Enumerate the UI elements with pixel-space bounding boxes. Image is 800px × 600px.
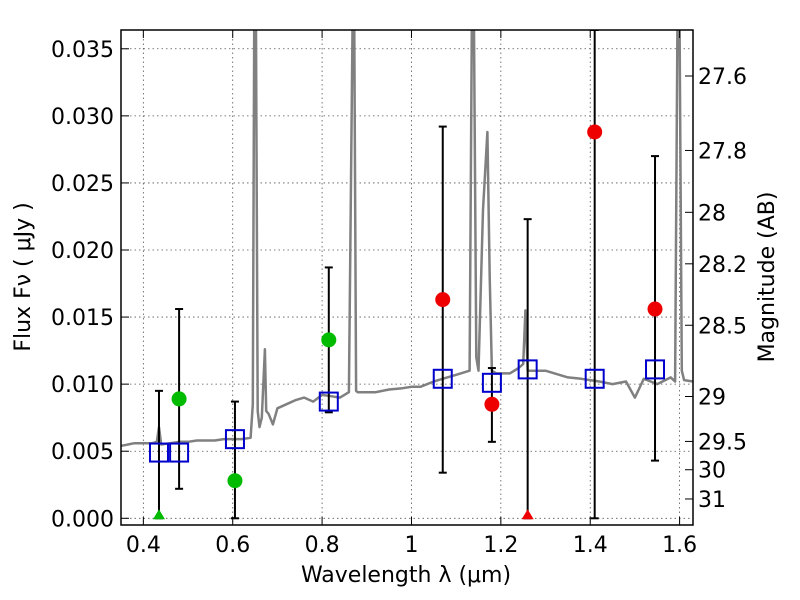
x-tick-label: 0.6	[215, 533, 250, 558]
y-tick-label: 0.000	[51, 507, 114, 532]
y2-tick-label: 29	[698, 385, 726, 410]
spectrum-line	[121, 30, 693, 448]
grid-layer	[121, 30, 693, 525]
y-tick-label: 0.030	[51, 105, 114, 130]
spectrum-layer	[121, 30, 693, 448]
y-tick-label: 0.035	[51, 38, 114, 63]
y2-tick-label: 31	[698, 488, 726, 513]
x-tick-label: 1.4	[573, 533, 608, 558]
y-tick-label: 0.010	[51, 373, 114, 398]
y2-tick-label: 28.2	[698, 253, 747, 278]
observed-flux-point	[587, 124, 603, 140]
y-tick-label: 0.005	[51, 440, 114, 465]
y2-tick-label: 29.5	[698, 430, 747, 455]
marker-layer	[148, 124, 666, 520]
upper-limit-marker	[152, 509, 165, 520]
model-photometry-square	[584, 368, 605, 389]
observed-flux-point	[435, 292, 451, 308]
label-layer: 0.4 0.6 0.8 1 1.2 1.4 1.6 0.000 0.005 0.010 0.015 0…	[51, 38, 747, 558]
observed-flux-point	[484, 396, 500, 412]
x-tick-label: 0.4	[126, 533, 161, 558]
model-photometry-square	[224, 429, 245, 450]
observed-flux-point	[227, 473, 243, 489]
model-photometry-square	[517, 359, 538, 380]
y2-tick-label: 28	[698, 201, 726, 226]
x-axis-title: Wavelength λ (μm)	[301, 563, 511, 588]
y-tick-label: 0.015	[51, 306, 114, 331]
y-tick-label: 0.025	[51, 172, 114, 197]
x-tick-label: 1	[404, 533, 418, 558]
observed-flux-point	[321, 332, 337, 348]
y-tick-label: 0.020	[51, 239, 114, 264]
model-photometry-square	[148, 442, 169, 463]
observed-flux-point	[171, 391, 187, 407]
x-tick-label: 0.8	[305, 533, 340, 558]
y-axis-title: Flux Fν ( μJy )	[11, 202, 36, 351]
model-photometry-square	[318, 391, 339, 412]
tick-layer	[121, 30, 693, 525]
y2-axis-title: Magnitude (AB)	[755, 192, 780, 363]
y2-tick-label: 28.5	[698, 314, 747, 339]
y2-tick-label: 27.8	[698, 139, 747, 164]
y2-tick-label: 30	[698, 459, 726, 484]
x-tick-label: 1.2	[483, 533, 518, 558]
model-photometry-square	[169, 442, 190, 463]
model-photometry-square	[645, 359, 666, 380]
y2-tick-label: 27.6	[698, 65, 747, 90]
plot-area	[121, 30, 693, 525]
model-photometry-square	[432, 368, 453, 389]
upper-limit-marker	[521, 509, 534, 520]
plot-frame	[120, 29, 694, 526]
x-tick-label: 1.6	[662, 533, 697, 558]
observed-flux-point	[647, 301, 663, 317]
model-photometry-square	[481, 372, 502, 393]
